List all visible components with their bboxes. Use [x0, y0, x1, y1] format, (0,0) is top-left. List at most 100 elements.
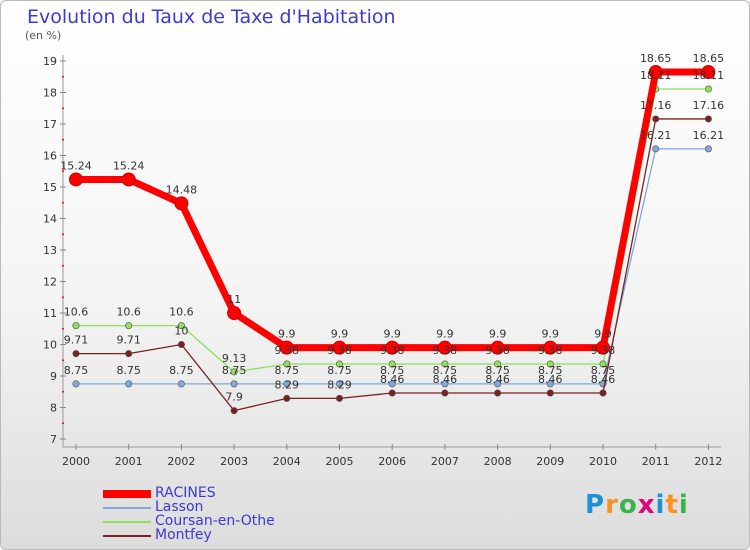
data-point [494, 360, 502, 368]
data-point [69, 172, 83, 187]
data-point [177, 340, 185, 348]
legend-swatch [103, 521, 151, 523]
data-point [177, 380, 185, 388]
data-point [388, 389, 396, 397]
data-label: 10.6 [169, 306, 194, 319]
x-tick-label: 2005 [326, 455, 354, 468]
legend-swatch [103, 507, 151, 509]
data-point [72, 322, 80, 330]
data-label: 8.75 [275, 364, 300, 377]
data-label: 9.9 [542, 328, 560, 341]
data-label: 9.9 [278, 328, 296, 341]
y-minor-tick [62, 170, 64, 173]
y-minor-tick [62, 390, 64, 393]
y-minor-tick [62, 422, 64, 425]
legend-swatch [103, 490, 151, 498]
data-point [596, 340, 610, 355]
data-label: 9.38 [485, 344, 510, 357]
proxiti-logo: Proxiti [585, 490, 689, 520]
legend-label: RACINES [155, 485, 216, 501]
data-point [174, 196, 189, 211]
data-point [283, 360, 291, 368]
x-tick-label: 2006 [378, 455, 406, 468]
data-point [490, 340, 505, 355]
data-label: 8.75 [222, 364, 247, 377]
data-label: 16.21 [693, 129, 725, 142]
y-tick-label: 18 [43, 87, 57, 100]
y-tick-label: 10 [43, 339, 57, 352]
data-label: 9.38 [275, 344, 300, 357]
y-tick-label: 9 [50, 370, 57, 383]
x-tick-label: 2004 [273, 455, 301, 468]
data-point [388, 380, 396, 388]
data-label: 18.11 [693, 69, 725, 82]
data-point [441, 360, 449, 368]
y-minor-tick [62, 327, 64, 330]
data-label: 9.71 [116, 334, 141, 347]
data-point [332, 340, 347, 355]
data-label: 9.9 [436, 328, 454, 341]
data-label: 9.38 [538, 344, 563, 357]
logo-letter: o [618, 490, 638, 520]
y-tick-label: 13 [43, 244, 57, 257]
y-minor-tick [62, 233, 64, 236]
data-point [652, 115, 660, 123]
data-label: 17.16 [640, 99, 672, 112]
data-label: 8.46 [538, 373, 563, 386]
y-minor-tick [62, 296, 64, 299]
data-label: 8.46 [485, 373, 510, 386]
data-point [125, 380, 133, 388]
x-tick-label: 2010 [589, 455, 617, 468]
data-point [701, 65, 716, 80]
legend-label: Lasson [155, 499, 204, 515]
y-minor-tick [62, 75, 64, 78]
data-label: 9.38 [433, 344, 458, 357]
data-point [125, 322, 133, 330]
logo-letter: i [678, 490, 689, 520]
data-point [599, 389, 607, 397]
data-point [599, 360, 607, 368]
data-point [230, 368, 238, 376]
data-label: 8.46 [380, 373, 405, 386]
y-minor-tick [62, 264, 64, 267]
data-point [125, 350, 133, 358]
data-point [652, 145, 660, 153]
x-tick-label: 2009 [536, 455, 564, 468]
data-point [279, 340, 294, 355]
legend-swatch [103, 535, 151, 537]
data-label: 9.9 [489, 328, 507, 341]
y-tick-label: 11 [43, 307, 57, 320]
data-point [227, 306, 242, 320]
data-label: 9.38 [380, 344, 405, 357]
data-label: 8.29 [327, 378, 352, 391]
data-point [704, 85, 712, 93]
data-point [121, 172, 136, 187]
y-tick-label: 7 [50, 433, 57, 446]
data-point [72, 350, 80, 358]
data-label: 8.75 [327, 364, 352, 377]
data-label: 8.75 [169, 364, 194, 377]
data-label: 9.9 [331, 328, 349, 341]
data-point [72, 380, 80, 388]
data-label: 8.75 [116, 364, 141, 377]
data-point [704, 115, 712, 123]
data-label: 17.16 [693, 99, 725, 112]
data-point [704, 145, 712, 153]
data-label: 8.46 [433, 373, 458, 386]
data-point [335, 394, 343, 402]
data-label: 8.75 [64, 364, 89, 377]
data-point [546, 380, 554, 388]
data-point [543, 340, 558, 355]
logo-letter: i [655, 490, 666, 520]
data-point [437, 340, 452, 355]
data-label: 10.6 [116, 306, 141, 319]
data-label: 9.71 [64, 334, 89, 347]
data-label: 9.38 [591, 344, 616, 357]
data-label: 10 [174, 325, 188, 338]
data-label: 8.46 [591, 373, 616, 386]
logo-letter: r [605, 490, 619, 520]
data-label: 8.75 [433, 364, 458, 377]
logo-letter: x [637, 490, 656, 520]
